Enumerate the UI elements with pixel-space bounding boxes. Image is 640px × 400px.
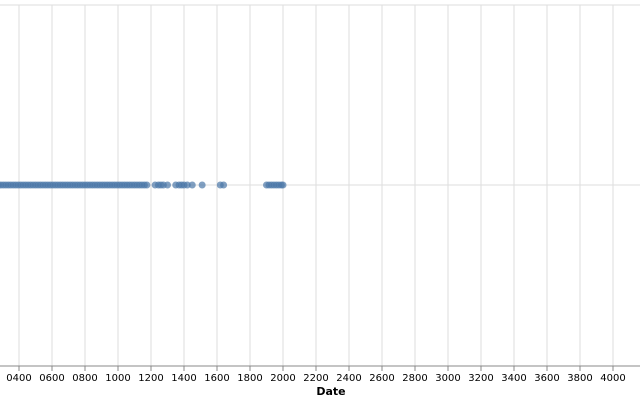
x-tick-label: 0800 <box>72 373 97 384</box>
x-tick-label: 3000 <box>435 373 460 384</box>
x-axis-ticks: 0400 0600 0800 1000 1200 1400 1600 1800 2000 2200… <box>6 366 626 384</box>
x-tick-label: 1800 <box>237 373 262 384</box>
x-tick-label: 3600 <box>534 373 559 384</box>
data-point[interactable] <box>183 181 191 189</box>
x-tick-label: 1200 <box>138 373 163 384</box>
x-tick-label: 1600 <box>204 373 229 384</box>
x-tick-label: 0600 <box>39 373 64 384</box>
x-tick-label: 2600 <box>369 373 394 384</box>
data-point[interactable] <box>143 181 151 189</box>
x-tick-label: 4000 <box>600 373 625 384</box>
data-point[interactable] <box>164 181 171 189</box>
x-tick-label: 2800 <box>402 373 427 384</box>
data-points <box>0 181 287 189</box>
data-point[interactable] <box>279 181 287 189</box>
x-tick-label: 1400 <box>171 373 196 384</box>
x-tick-label: 2000 <box>270 373 295 384</box>
data-point[interactable] <box>188 181 196 189</box>
x-tick-label: 0400 <box>6 373 31 384</box>
data-point[interactable] <box>198 181 206 189</box>
x-axis-title: Date <box>316 385 345 398</box>
x-tick-label: 3400 <box>501 373 526 384</box>
x-tick-label: 2200 <box>303 373 328 384</box>
x-tick-label: 2400 <box>336 373 361 384</box>
x-tick-label: 3800 <box>567 373 592 384</box>
data-point[interactable] <box>220 181 228 189</box>
x-tick-label: 1000 <box>105 373 130 384</box>
x-tick-label: 3200 <box>468 373 493 384</box>
